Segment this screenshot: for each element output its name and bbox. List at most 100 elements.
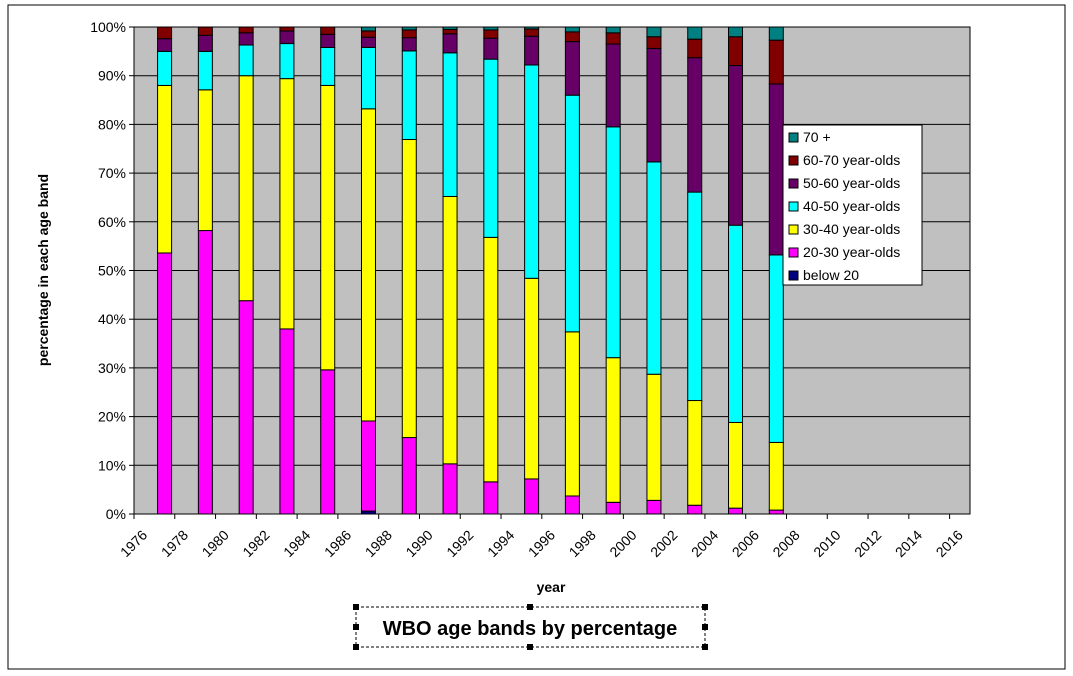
bar-segment	[768, 254, 784, 443]
bar-segment	[157, 84, 173, 254]
bar-segment	[728, 224, 744, 423]
bar-segment	[401, 37, 417, 52]
x-axis-title: year	[537, 579, 566, 595]
bar-segment	[401, 26, 417, 31]
bar-segment	[605, 501, 621, 515]
y-tick-label: 50%	[98, 263, 126, 279]
bar-segment	[768, 441, 784, 511]
bar-segment	[687, 26, 703, 40]
bar-segment	[564, 331, 580, 497]
legend-swatch	[788, 224, 799, 235]
bar-segment	[360, 420, 376, 512]
y-tick-label: 10%	[98, 457, 126, 473]
bar-segment	[687, 191, 703, 402]
bar-segment	[646, 36, 662, 49]
bar-segment	[360, 30, 376, 38]
bar-segment	[442, 28, 458, 35]
bar-segment	[197, 34, 213, 52]
bar-segment	[238, 44, 254, 77]
bar-segment	[279, 328, 295, 515]
legend-box	[782, 124, 923, 286]
bar-segment	[442, 195, 458, 465]
bar-segment	[524, 35, 540, 66]
bar-segment	[524, 277, 540, 480]
legend-swatch	[788, 201, 799, 212]
legend-swatch	[788, 270, 799, 281]
bar-segment	[320, 46, 336, 86]
bar-segment	[564, 94, 580, 333]
y-tick-label: 60%	[98, 214, 126, 230]
bar-segment	[360, 36, 376, 48]
y-tick-label: 70%	[98, 165, 126, 181]
bar-segment	[605, 43, 621, 128]
bar-segment	[524, 478, 540, 515]
bar-segment	[728, 64, 744, 226]
bar-segment	[483, 481, 499, 515]
bar-segment	[687, 38, 703, 59]
bar-segment	[646, 26, 662, 38]
bar-segment	[157, 26, 173, 40]
bar-segment	[401, 138, 417, 439]
bar-segment	[442, 463, 458, 515]
bar-segment	[646, 499, 662, 515]
legend-label: 20-30 year-olds	[803, 244, 900, 260]
bar-segment	[360, 46, 376, 110]
bar-segment	[564, 495, 580, 515]
bar-segment	[279, 43, 295, 80]
legend-label: 60-70 year-olds	[803, 152, 900, 168]
bar-segment	[605, 26, 621, 34]
bar-segment	[728, 36, 744, 66]
bar-segment	[320, 84, 336, 371]
chart-title: WBO age bands by percentage	[383, 618, 678, 640]
legend-label: below 20	[803, 267, 859, 283]
bar-segment	[605, 357, 621, 503]
bar-segment	[401, 29, 417, 39]
bar-segment	[360, 26, 376, 32]
bar-segment	[157, 38, 173, 52]
y-tick-label: 30%	[98, 360, 126, 376]
bar-segment	[646, 47, 662, 163]
bar-segment	[605, 126, 621, 359]
bar-segment	[768, 39, 784, 85]
bar-segment	[728, 421, 744, 509]
bar-segment	[687, 504, 703, 515]
bar-segment	[564, 41, 580, 96]
y-tick-label: 20%	[98, 409, 126, 425]
bar-segment	[157, 50, 173, 86]
y-tick-label: 100%	[90, 19, 126, 35]
bar-segment	[197, 26, 213, 36]
bar-segment	[279, 30, 295, 45]
bar-segment	[197, 230, 213, 515]
bar-segment	[728, 26, 744, 38]
bar-segment	[605, 32, 621, 45]
bar-segment	[197, 50, 213, 91]
bar-segment	[687, 57, 703, 193]
bar-segment	[320, 369, 336, 515]
bar-segment	[279, 26, 295, 32]
bar-segment	[768, 83, 784, 256]
legend: 70 + 60-70 year-olds 50-60 year-olds 40-50 …	[782, 124, 923, 286]
title-box[interactable]: WBO age bands by percentage	[353, 604, 708, 650]
bar-segment	[238, 75, 254, 302]
bar-segment	[360, 108, 376, 422]
y-axis-title: percentage in each age band	[35, 174, 51, 366]
legend-label: 30-40 year-olds	[803, 221, 900, 237]
legend-swatch	[788, 132, 799, 143]
legend-swatch	[788, 178, 799, 189]
bar-segment	[238, 26, 254, 34]
bar-segment	[687, 400, 703, 506]
bar-segment	[524, 28, 540, 37]
bar-segment	[197, 89, 213, 232]
chart-frame	[7, 4, 1066, 670]
legend-label: 40-50 year-olds	[803, 198, 900, 214]
bar-segment	[320, 33, 336, 48]
bar-segment	[564, 26, 580, 33]
bar-segment	[442, 52, 458, 197]
legend-label: 50-60 year-olds	[803, 175, 900, 191]
bar-segment	[524, 64, 540, 279]
legend-swatch	[788, 155, 799, 166]
bar-segment	[320, 26, 336, 35]
y-tick-label: 0%	[106, 506, 126, 522]
